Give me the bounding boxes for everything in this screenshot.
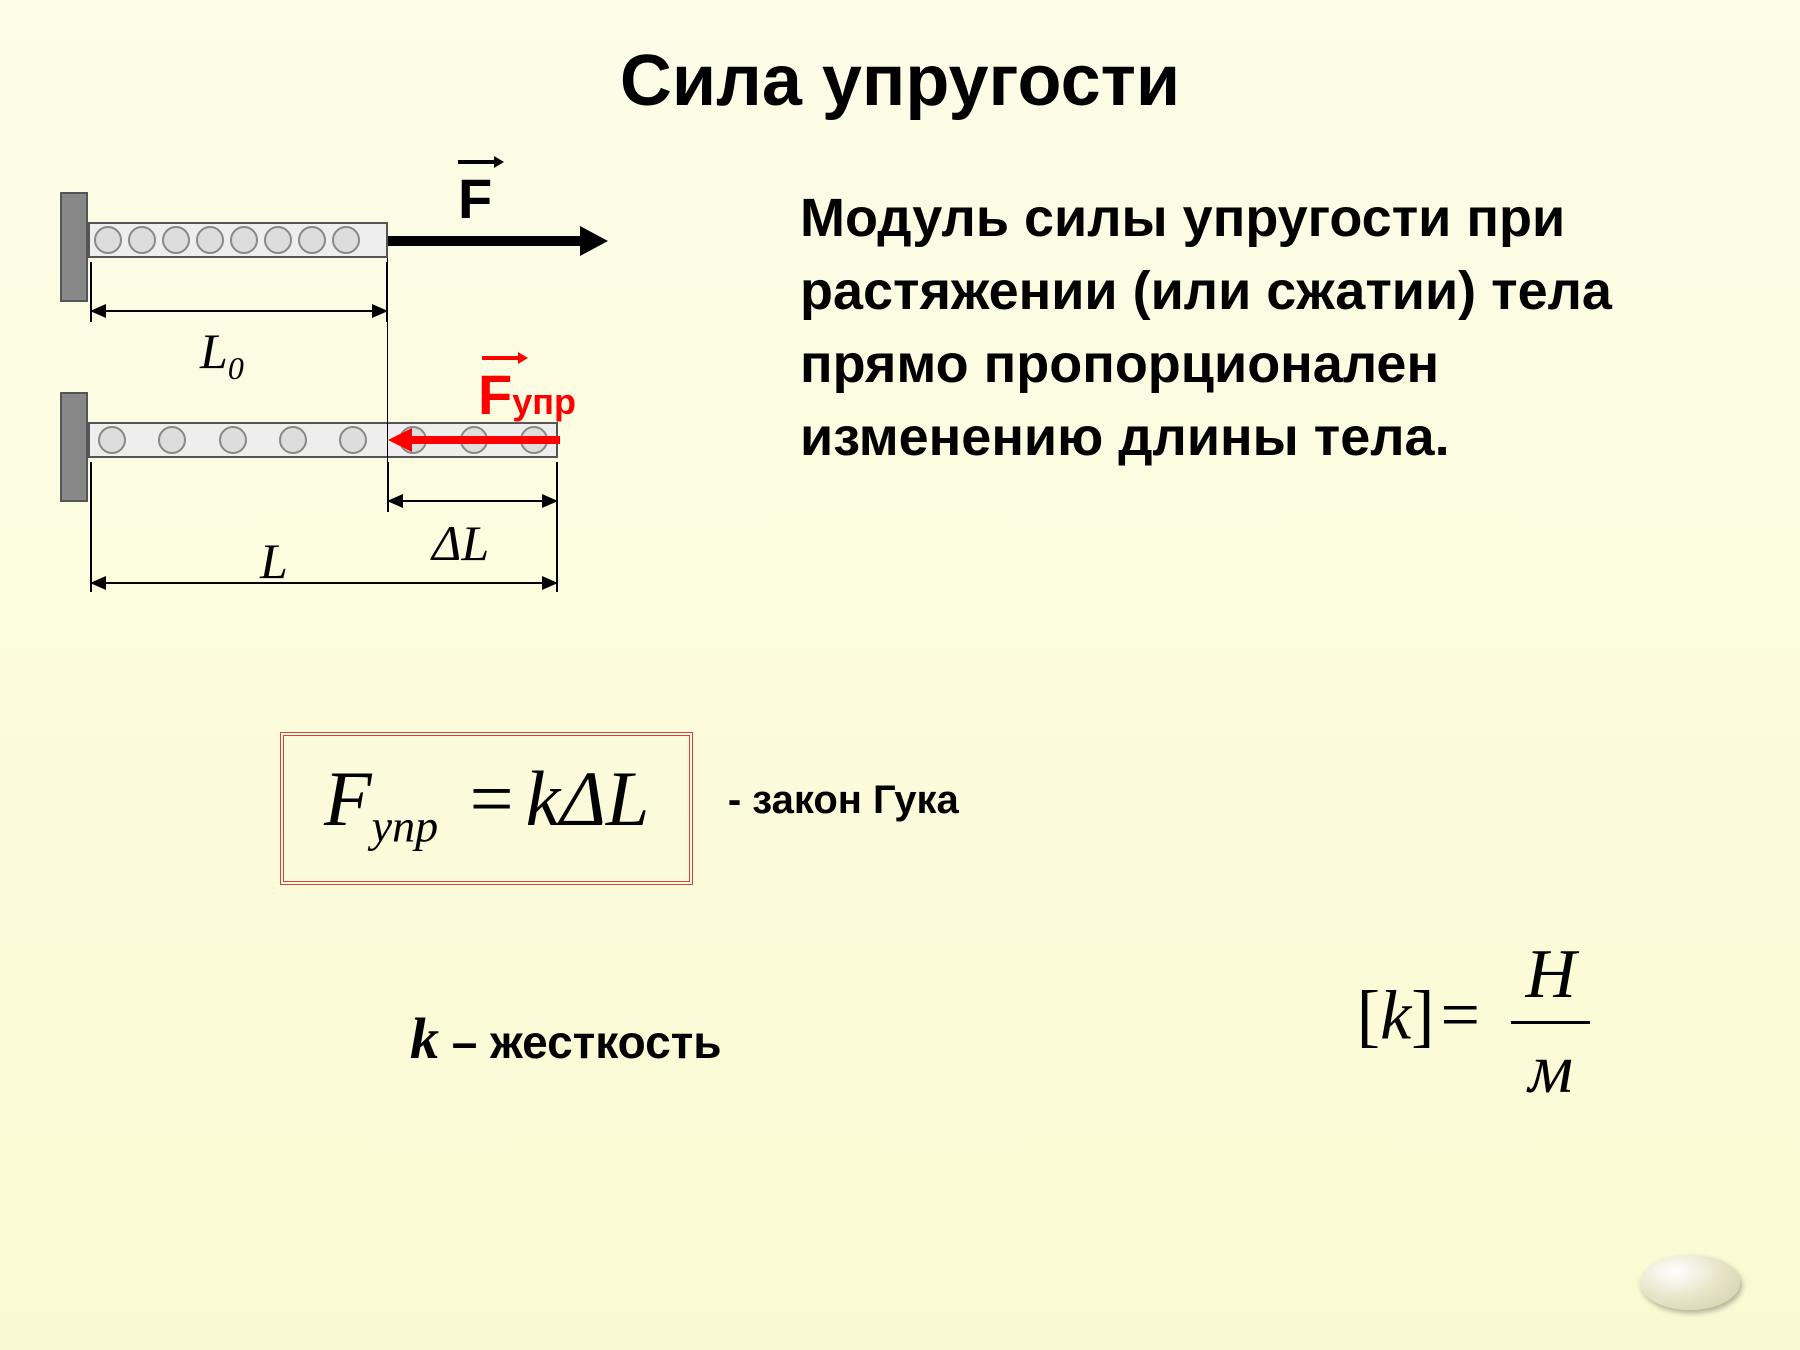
- wall-bottom: [60, 392, 88, 502]
- force-f-arrow: [388, 236, 588, 246]
- description-text: Модуль силы упругости при растяжении (ил…: [770, 162, 1670, 682]
- force-f-vector-mark-head: [494, 156, 504, 168]
- force-f-label: F: [458, 166, 492, 231]
- force-f-arrowhead: [580, 226, 608, 256]
- dim-l-tick-left: [90, 462, 92, 592]
- hooke-formula-box: Fупр =kΔL: [280, 732, 693, 885]
- dim-dl-arrow-right: [542, 494, 558, 508]
- hooke-formula: Fупр =kΔL: [324, 755, 649, 842]
- dim-dl-arrow-left: [387, 494, 403, 508]
- spring-natural: [88, 222, 388, 258]
- dim-dl-line: [387, 500, 558, 502]
- wall-top: [60, 192, 88, 302]
- page-title: Сила упругости: [0, 0, 1800, 122]
- force-fupr-vector-mark: [482, 356, 518, 360]
- force-fupr-arrow: [410, 436, 560, 444]
- dim-l-label: L: [260, 532, 288, 590]
- force-f-vector-mark: [458, 160, 494, 164]
- dim-l0-line: [90, 310, 388, 312]
- stiffness-definition: k – жесткость: [410, 1005, 722, 1072]
- dim-l-arrow-left: [90, 576, 106, 590]
- dim-l0-arrow-left: [90, 304, 106, 318]
- dim-dl-label: ΔL: [432, 514, 489, 572]
- stiffness-unit-formula: [k]= Н м: [1357, 935, 1590, 1110]
- force-fupr-arrowhead: [388, 428, 412, 452]
- spring-diagram: F L0 Fупр: [50, 162, 770, 682]
- guide-line: [387, 258, 388, 488]
- force-fupr-label: Fупр: [478, 362, 576, 427]
- formula-row: Fупр =kΔL - закон Гука: [0, 682, 1800, 885]
- hooke-law-label: - закон Гука: [728, 778, 959, 823]
- dim-l-arrow-right: [542, 576, 558, 590]
- dim-l0-label: L0: [200, 322, 244, 387]
- dim-l0-arrow-right: [372, 304, 388, 318]
- next-button[interactable]: [1640, 1255, 1740, 1310]
- dim-l-line: [90, 582, 558, 584]
